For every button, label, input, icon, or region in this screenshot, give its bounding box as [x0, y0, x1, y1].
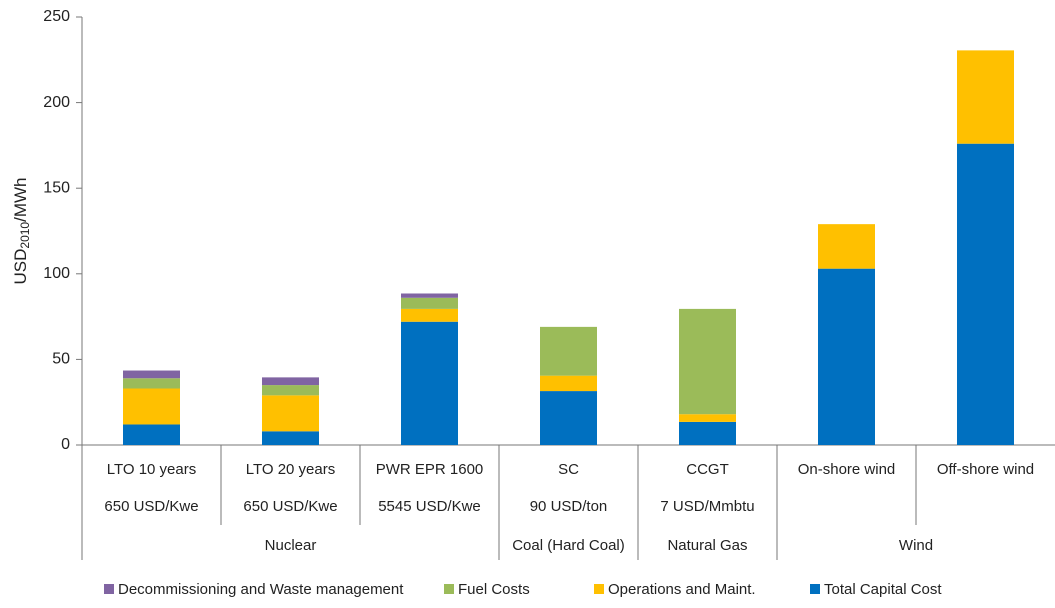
y-label-unit: /MWh — [11, 178, 30, 222]
group-label: Coal (Hard Coal) — [512, 537, 625, 554]
bar-segment — [679, 308, 736, 415]
bar-segment — [540, 375, 597, 392]
bar-segment — [679, 421, 736, 445]
bar-segment — [818, 268, 875, 445]
x-tick-label: Off-shore wind — [937, 461, 1034, 478]
bar-segment — [262, 431, 319, 445]
bar-segment — [123, 388, 180, 425]
group-label: Nuclear — [265, 537, 317, 554]
legend-label: Fuel Costs — [458, 581, 530, 598]
bar-segment — [540, 391, 597, 445]
x-tick-label: SC — [558, 461, 579, 478]
x-sublabel: 650 USD/Kwe — [243, 498, 337, 515]
bar-segment — [957, 50, 1014, 144]
legend-swatch — [594, 584, 604, 594]
bar-segment — [401, 293, 458, 298]
y-tick-label: 150 — [43, 179, 70, 196]
bar-segment — [262, 377, 319, 386]
legend-swatch — [810, 584, 820, 594]
x-tick-label: On-shore wind — [798, 461, 896, 478]
bar-segment — [123, 424, 180, 445]
bar-segment — [123, 378, 180, 389]
legend-label: Operations and Maint. — [608, 581, 756, 598]
legend-swatch — [444, 584, 454, 594]
x-tick-label: CCGT — [686, 461, 729, 478]
y-label-main: USD — [11, 249, 30, 285]
bar-segment — [818, 224, 875, 269]
group-label: Wind — [899, 537, 933, 554]
bar-segment — [262, 395, 319, 432]
bar-segment — [540, 326, 597, 376]
x-tick-label: LTO 20 years — [246, 461, 336, 478]
bar-segment — [262, 385, 319, 396]
bar-segment — [957, 143, 1014, 446]
bar-segment — [679, 414, 736, 422]
x-tick-label: LTO 10 years — [107, 461, 197, 478]
y-tick-label: 0 — [61, 436, 70, 453]
y-tick-label: 100 — [43, 265, 70, 282]
legend-label: Decommissioning and Waste management — [118, 581, 404, 598]
bar-segment — [123, 370, 180, 379]
x-sublabel: 90 USD/ton — [530, 498, 608, 515]
group-label: Natural Gas — [667, 537, 747, 554]
bar-segment — [401, 297, 458, 309]
bar-segment — [401, 308, 458, 322]
x-tick-label: PWR EPR 1600 — [376, 461, 484, 478]
y-label-sub: 2010 — [18, 222, 32, 249]
x-sublabel: 5545 USD/Kwe — [378, 498, 481, 515]
y-tick-label: 250 — [43, 8, 70, 25]
y-tick-label: 200 — [43, 94, 70, 111]
y-tick-label: 50 — [52, 351, 70, 368]
bar-segment — [401, 321, 458, 445]
legend-label: Total Capital Cost — [824, 581, 942, 598]
x-sublabel: 7 USD/Mmbtu — [660, 498, 754, 515]
y-axis-label: USD2010/MWh — [11, 178, 32, 285]
legend-swatch — [104, 584, 114, 594]
x-sublabel: 650 USD/Kwe — [104, 498, 198, 515]
